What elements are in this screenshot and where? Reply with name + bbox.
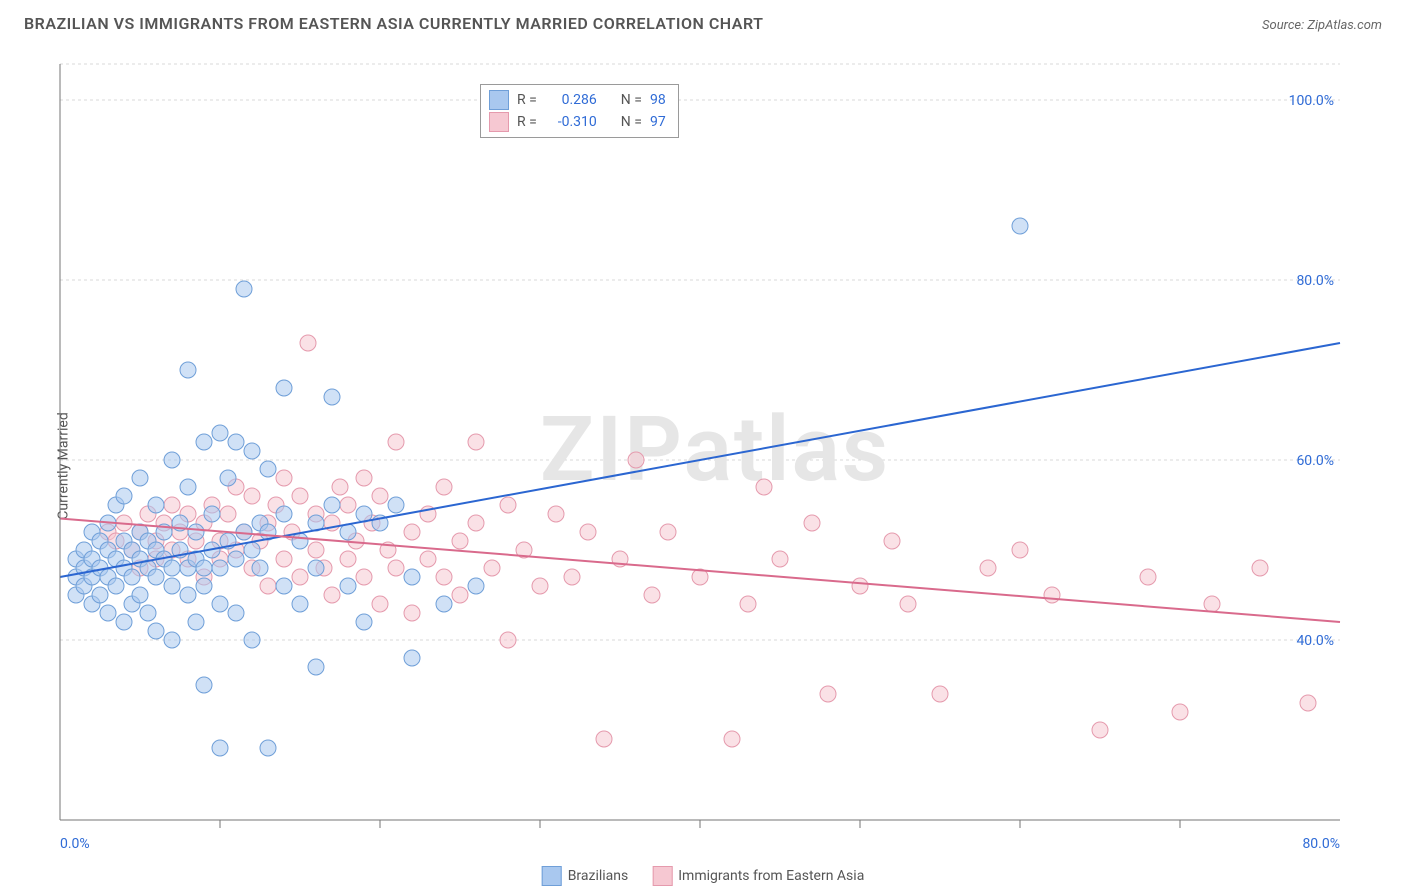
swatch-icon (489, 112, 509, 132)
svg-text:0.0%: 0.0% (60, 836, 90, 852)
swatch-icon (542, 866, 562, 886)
chart-title: BRAZILIAN VS IMMIGRANTS FROM EASTERN ASI… (24, 14, 763, 33)
stats-row-series1: R = 0.286 N = 98 (489, 89, 666, 111)
stats-n-label: N = (621, 92, 642, 108)
svg-text:80.0%: 80.0% (1302, 836, 1340, 852)
swatch-icon (652, 866, 672, 886)
svg-text:40.0%: 40.0% (1296, 633, 1334, 649)
legend: Brazilians Immigrants from Eastern Asia (542, 866, 865, 886)
legend-item-series2: Immigrants from Eastern Asia (652, 866, 864, 886)
swatch-icon (489, 90, 509, 110)
legend-label: Brazilians (568, 868, 629, 884)
legend-label: Immigrants from Eastern Asia (678, 868, 864, 884)
scatter-chart: ZIPatlas 40.0% 60.0% 80.0% 100.0% 0.0% 80.0% (40, 40, 1390, 860)
source-attribution: Source: ZipAtlas.com (1262, 18, 1382, 33)
svg-text:60.0%: 60.0% (1296, 453, 1334, 469)
svg-text:100.0%: 100.0% (1289, 93, 1334, 109)
watermark: ZIPatlas (540, 397, 890, 502)
stats-r-label: R = (517, 114, 537, 130)
stats-n-label: N = (621, 114, 642, 130)
stats-r-value: 0.286 (545, 92, 597, 108)
stats-n-value: 97 (650, 114, 666, 130)
stats-row-series2: R = -0.310 N = 97 (489, 111, 666, 133)
stats-r-value: -0.310 (545, 114, 597, 130)
svg-text:80.0%: 80.0% (1296, 273, 1334, 289)
legend-item-series1: Brazilians (542, 866, 629, 886)
stats-legend-box: R = 0.286 N = 98 R = -0.310 N = 97 (480, 84, 679, 138)
stats-n-value: 98 (650, 92, 666, 108)
stats-r-label: R = (517, 92, 537, 108)
